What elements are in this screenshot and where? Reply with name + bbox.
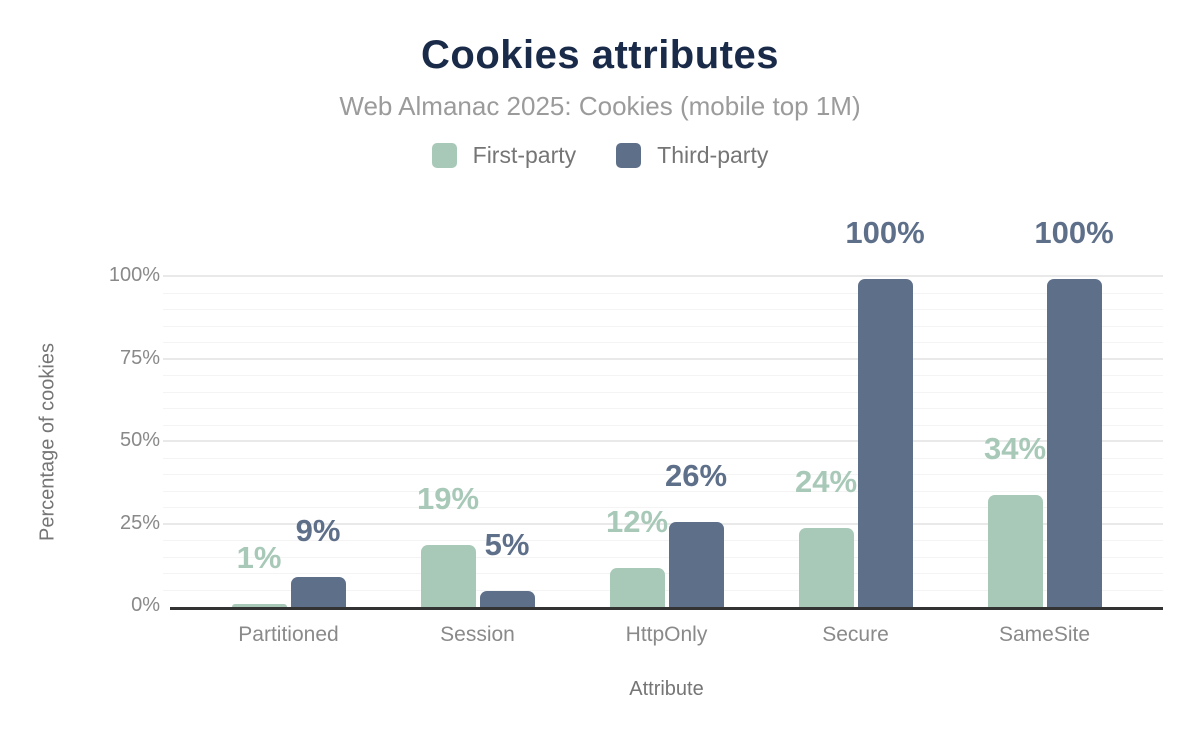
- plot-area: 1% 9% Partitioned 19% 5% Session 12% 26% HttpOnl…: [163, 217, 1163, 646]
- chart-subtitle: Web Almanac 2025: Cookies (mobile top 1M…: [339, 91, 861, 121]
- bar-first-party-secure[interactable]: [798, 528, 854, 607]
- gridline-75: [163, 357, 1163, 360]
- value-label-first-party-partitioned: 1%: [236, 539, 282, 575]
- value-label-third-party-httponly: 26%: [664, 457, 728, 493]
- gridline-55: [163, 424, 1163, 426]
- legend-label-third-party: Third-party: [657, 142, 769, 168]
- gridline-50: [163, 440, 1163, 442]
- value-label-third-party-partitioned: 9%: [295, 513, 341, 549]
- bar-third-party-session[interactable]: [479, 590, 535, 607]
- gridline-35: [163, 490, 1163, 492]
- x-axis-title: Attribute: [629, 678, 704, 700]
- bar-first-party-samesite[interactable]: [987, 495, 1043, 607]
- gridline-45: [163, 457, 1163, 459]
- y-tick-100pct: 100%: [108, 264, 160, 286]
- x-tick-samesite: SameSite: [998, 623, 1091, 646]
- gridline-90: [163, 309, 1163, 310]
- gridline-25: [163, 522, 1163, 525]
- value-label-first-party-secure: 24%: [794, 464, 858, 500]
- gridline-30: [163, 507, 1163, 508]
- gridline-80: [163, 342, 1163, 343]
- value-label-first-party-session: 19%: [416, 480, 480, 516]
- y-tick-75pct: 75%: [119, 346, 160, 369]
- x-tick-partitioned: Partitioned: [238, 623, 339, 646]
- first-party-swatch-icon: [431, 143, 457, 168]
- gridline-20: [163, 540, 1163, 541]
- gridline-100: [163, 275, 1163, 277]
- y-tick-0pct: 0%: [131, 594, 160, 616]
- value-label-first-party-httponly: 12%: [605, 503, 669, 539]
- x-tick-httponly: HttpOnly: [625, 623, 708, 646]
- legend-item-first-party[interactable]: First-party: [431, 142, 577, 168]
- gridline-65: [163, 391, 1163, 393]
- gridline-60: [163, 408, 1163, 409]
- value-label-third-party-samesite: 100%: [1034, 215, 1114, 250]
- gridline-40: [163, 474, 1163, 475]
- legend: First-party Third-party: [0, 143, 1200, 168]
- y-tick-50pct: 50%: [119, 429, 160, 451]
- bar-first-party-httponly[interactable]: [609, 567, 665, 607]
- gridline-70: [163, 375, 1163, 376]
- y-axis-ticks: 0% 25% 50% 75% 100%: [0, 264, 160, 616]
- legend-label-first-party: First-party: [472, 142, 577, 168]
- bar-first-party-session[interactable]: [420, 544, 476, 607]
- chart-title: Cookies attributes: [421, 33, 779, 77]
- value-label-third-party-secure: 100%: [845, 215, 925, 250]
- bar-third-party-httponly[interactable]: [668, 521, 724, 607]
- gridline-95: [163, 292, 1163, 294]
- x-tick-session: Session: [440, 623, 515, 646]
- value-label-third-party-session: 5%: [484, 526, 530, 562]
- bar-third-party-partitioned[interactable]: [290, 577, 346, 607]
- legend-item-third-party[interactable]: Third-party: [616, 143, 768, 168]
- gridline-15: [163, 556, 1163, 558]
- value-label-first-party-samesite: 34%: [983, 431, 1047, 467]
- x-tick-secure: Secure: [822, 623, 889, 646]
- bar-third-party-samesite[interactable]: [1046, 279, 1102, 607]
- bar-third-party-secure[interactable]: [857, 279, 913, 607]
- y-tick-25pct: 25%: [119, 511, 160, 534]
- gridline-85: [163, 325, 1163, 327]
- third-party-swatch-icon: [616, 143, 642, 168]
- bar-first-party-partitioned[interactable]: [231, 603, 287, 607]
